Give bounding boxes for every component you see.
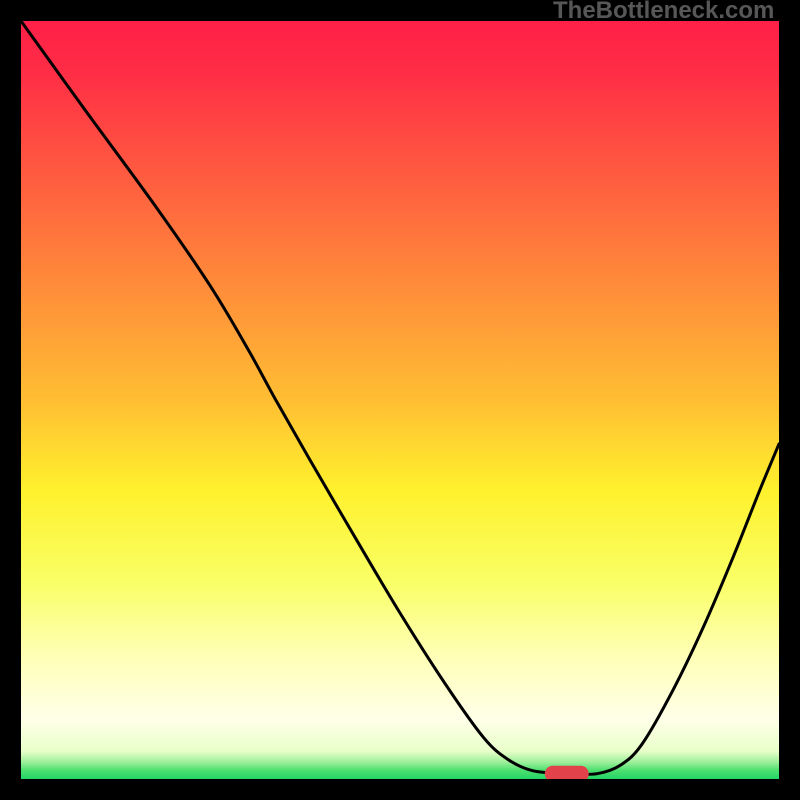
gradient-background [21, 21, 779, 779]
watermark-text: TheBottleneck.com [553, 0, 774, 25]
bottleneck-chart [0, 0, 800, 800]
chart-frame: TheBottleneck.com [0, 0, 800, 800]
